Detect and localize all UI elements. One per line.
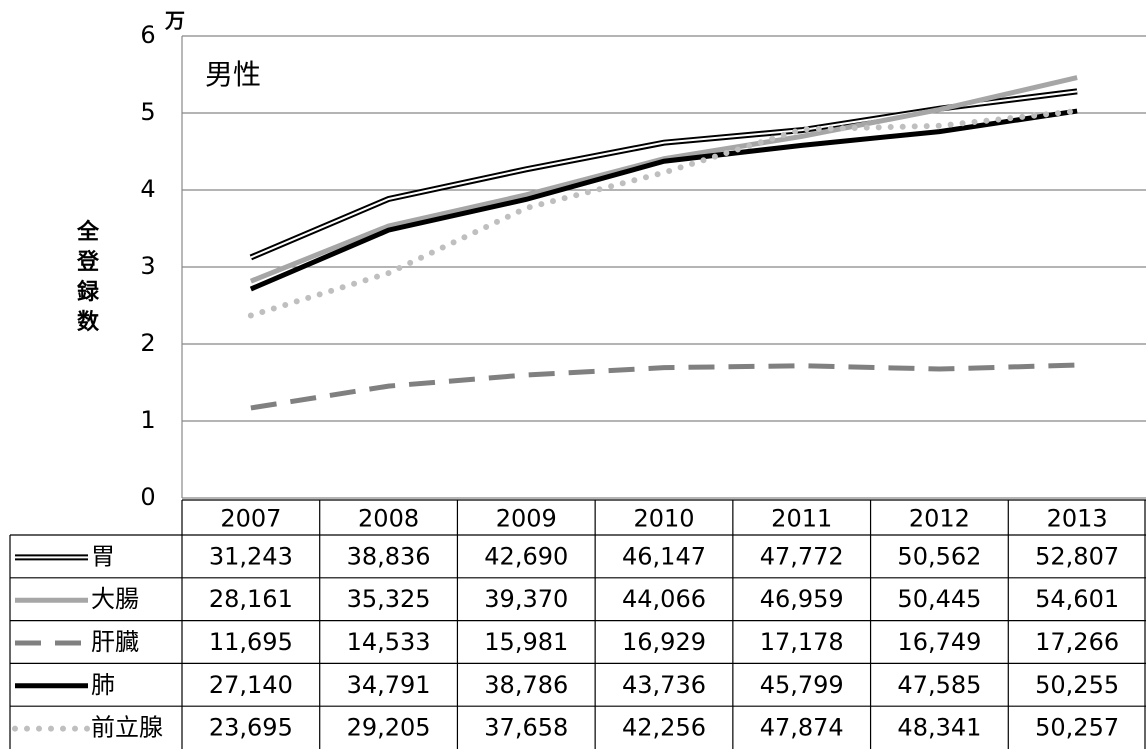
legend-label: 前立腺: [91, 714, 163, 742]
table-value: 37,658: [484, 714, 568, 742]
x-tick-label: 2011: [771, 505, 832, 533]
table-value: 43,736: [622, 671, 706, 699]
table-value: 50,255: [1035, 671, 1119, 699]
legend-label: 胃: [91, 542, 115, 570]
table-value: 44,066: [622, 585, 706, 613]
table-value: 52,807: [1035, 542, 1119, 570]
table-value: 48,341: [897, 714, 981, 742]
table-value: 34,791: [347, 671, 431, 699]
table-value: 29,205: [347, 714, 431, 742]
y-tick-label: 1: [140, 406, 155, 434]
table-value: 27,140: [209, 671, 293, 699]
series-line: [249, 75, 1078, 284]
table-value: 47,874: [760, 714, 844, 742]
table-value: 47,585: [897, 671, 981, 699]
table-value: 46,959: [760, 585, 844, 613]
y-unit: 万: [164, 9, 185, 33]
series-line: [249, 108, 1078, 292]
x-tick-label: 2008: [358, 505, 419, 533]
table-value: 15,981: [484, 628, 568, 656]
table-value: 16,929: [622, 628, 706, 656]
table-value: 38,836: [347, 542, 431, 570]
table-value: 50,445: [897, 585, 981, 613]
table-value: 31,243: [209, 542, 293, 570]
legend-label: 肝臓: [91, 628, 139, 656]
legend-label: 肺: [91, 671, 115, 699]
x-tick-label: 2009: [496, 505, 557, 533]
table-value: 45,799: [760, 671, 844, 699]
y-tick-label: 2: [140, 329, 155, 357]
table-value: 50,257: [1035, 714, 1119, 742]
table-value: 17,178: [760, 628, 844, 656]
table-value: 17,266: [1035, 628, 1119, 656]
table-value: 14,533: [347, 628, 431, 656]
table-value: 39,370: [484, 585, 568, 613]
table-value: 23,695: [209, 714, 293, 742]
legend-label: 大腸: [91, 585, 139, 613]
y-tick-label: 5: [140, 98, 155, 126]
table-value: 47,772: [760, 542, 844, 570]
y-tick-label: 0: [140, 483, 155, 511]
table-value: 42,256: [622, 714, 706, 742]
y-tick-label: 4: [140, 175, 155, 203]
x-tick-label: 2013: [1047, 505, 1108, 533]
x-tick-label: 2012: [909, 505, 970, 533]
series-line: [247, 108, 1081, 319]
table-value: 11,695: [209, 628, 293, 656]
table-value: 35,325: [347, 585, 431, 613]
y-tick-label: 6: [140, 21, 155, 49]
series-line: [250, 362, 1078, 411]
table-value: 16,749: [897, 628, 981, 656]
table-value: 38,786: [484, 671, 568, 699]
y-tick-label: 3: [140, 252, 155, 280]
x-tick-label: 2010: [633, 505, 694, 533]
table-value: 50,562: [897, 542, 981, 570]
table-value: 54,601: [1035, 585, 1119, 613]
chart-title: 男性: [205, 58, 261, 91]
table-value: 46,147: [622, 542, 706, 570]
x-tick-label: 2007: [220, 505, 281, 533]
table-value: 28,161: [209, 585, 293, 613]
y-axis-label: 全登録数: [76, 219, 100, 335]
table-value: 42,690: [484, 542, 568, 570]
